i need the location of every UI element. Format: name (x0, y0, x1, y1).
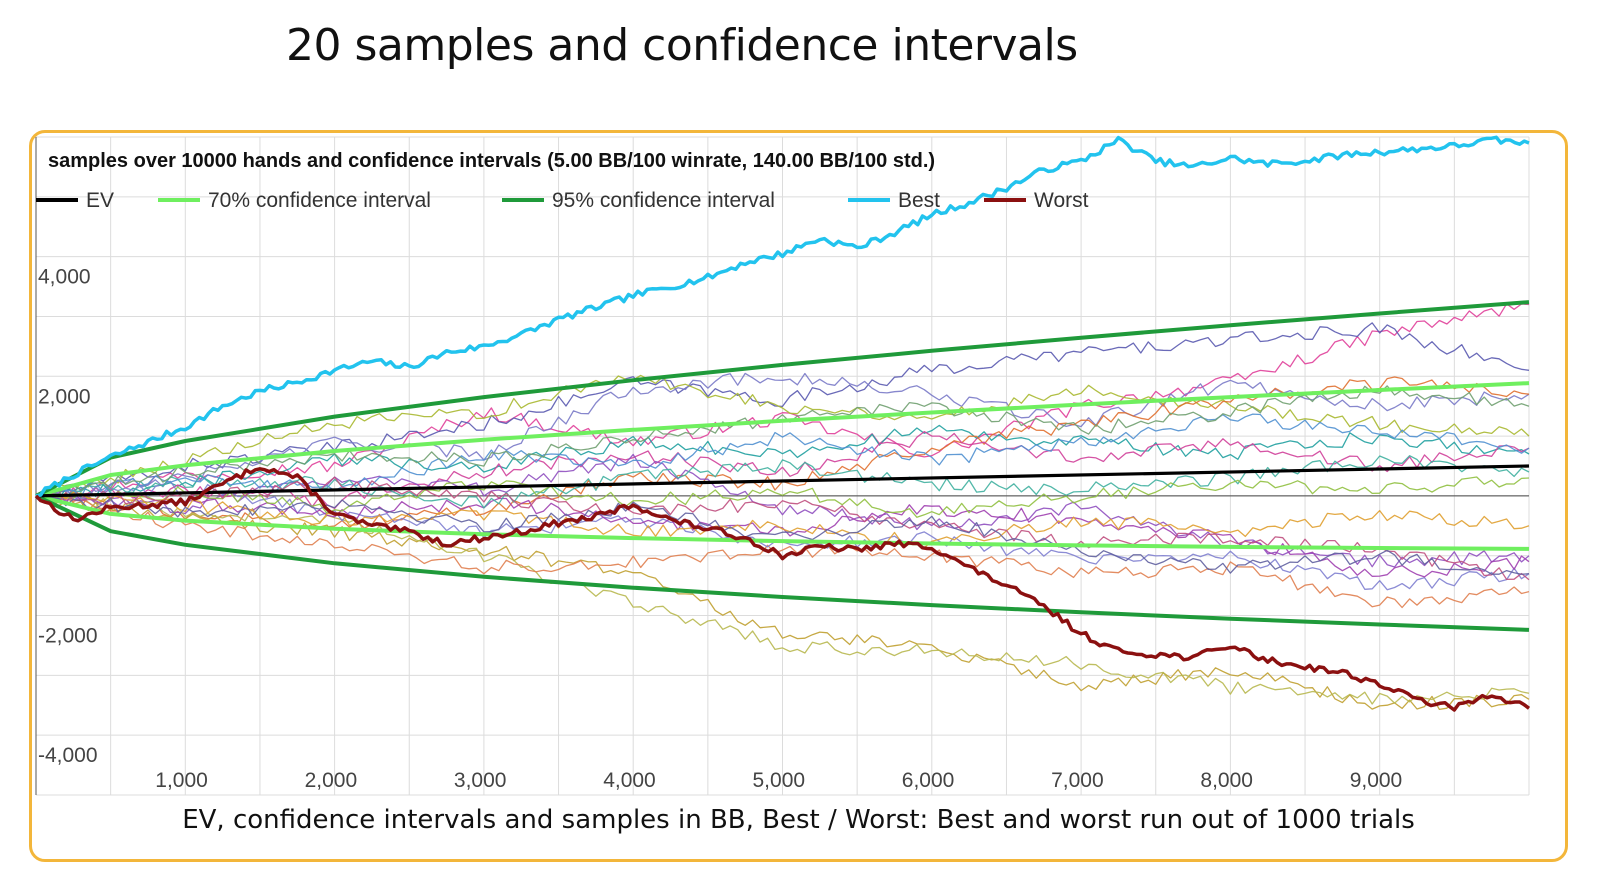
series-line-sample-20 (35, 495, 1530, 575)
legend-item-worst: Worst (984, 189, 1089, 212)
legend-label: 95% confidence interval (552, 189, 775, 212)
series-line-sample-3 (35, 372, 1530, 499)
y-tick-label: 4,000 (38, 266, 91, 289)
series-line-best (35, 135, 1530, 498)
series-line-70-confidence-interval-upper (35, 381, 1530, 498)
series-line-70-confidence-interval-lower (35, 493, 1530, 551)
series-line-worst (34, 467, 1531, 712)
chart-frame: 4,000 2,000 -2,000 -4,000 1,000 2,000 3,000 4,0… (29, 130, 1568, 862)
series-line-95-confidence-interval-lower (35, 494, 1530, 632)
x-tick-label: 5,000 (753, 769, 806, 792)
y-tick-label: -2,000 (38, 625, 98, 648)
chart-caption: EV, confidence intervals and samples in … (182, 805, 1415, 835)
y-tick-label: 2,000 (38, 385, 91, 408)
legend-label: Best (898, 189, 940, 212)
axis-tick-labels: 4,000 2,000 -2,000 -4,000 1,000 2,000 3,000 4,0… (38, 266, 1402, 792)
legend-label: EV (86, 189, 114, 212)
x-tick-label: 8,000 (1200, 769, 1253, 792)
x-tick-label: 3,000 (454, 769, 507, 792)
y-tick-label: -4,000 (38, 744, 98, 767)
chart-title: samples over 10000 hands and confidence … (48, 150, 935, 172)
legend-item-70-confidence-interval: 70% confidence interval (158, 189, 431, 212)
legend-label: Worst (1034, 189, 1089, 212)
series-line-sample-15 (35, 476, 1530, 518)
legend-item-95-confidence-interval: 95% confidence interval (502, 189, 775, 212)
series-line-sample-10 (35, 492, 1530, 705)
x-tick-label: 2,000 (305, 769, 358, 792)
series-line-sample-11 (35, 495, 1530, 609)
x-tick-label: 7,000 (1051, 769, 1104, 792)
legend-item-ev: EV (36, 189, 114, 212)
x-tick-label: 1,000 (155, 769, 208, 792)
x-tick-label: 4,000 (603, 769, 656, 792)
series-line-sample-18 (35, 476, 1530, 581)
x-tick-label: 9,000 (1350, 769, 1403, 792)
series-lines (34, 135, 1531, 712)
series-line-sample-17 (35, 413, 1530, 501)
slide-title: 20 samples and confidence intervals (286, 20, 1078, 71)
line-chart: 4,000 2,000 -2,000 -4,000 1,000 2,000 3,000 4,0… (34, 135, 1531, 796)
series-line-sample-16 (35, 491, 1530, 549)
legend-item-best: Best (848, 189, 940, 212)
series-line-sample-4 (35, 374, 1530, 498)
series-line-sample-5 (35, 424, 1530, 500)
x-tick-label: 6,000 (902, 769, 955, 792)
legend: EV 70% confidence interval 95% confidence … (36, 189, 1089, 212)
series-line-sample-1 (35, 303, 1530, 501)
series-line-ev (35, 464, 1530, 498)
series-line-sample-19 (35, 385, 1530, 497)
series-line-95-confidence-interval-upper (35, 300, 1530, 498)
series-line-sample-2 (35, 322, 1530, 499)
legend-label: 70% confidence interval (208, 189, 431, 212)
